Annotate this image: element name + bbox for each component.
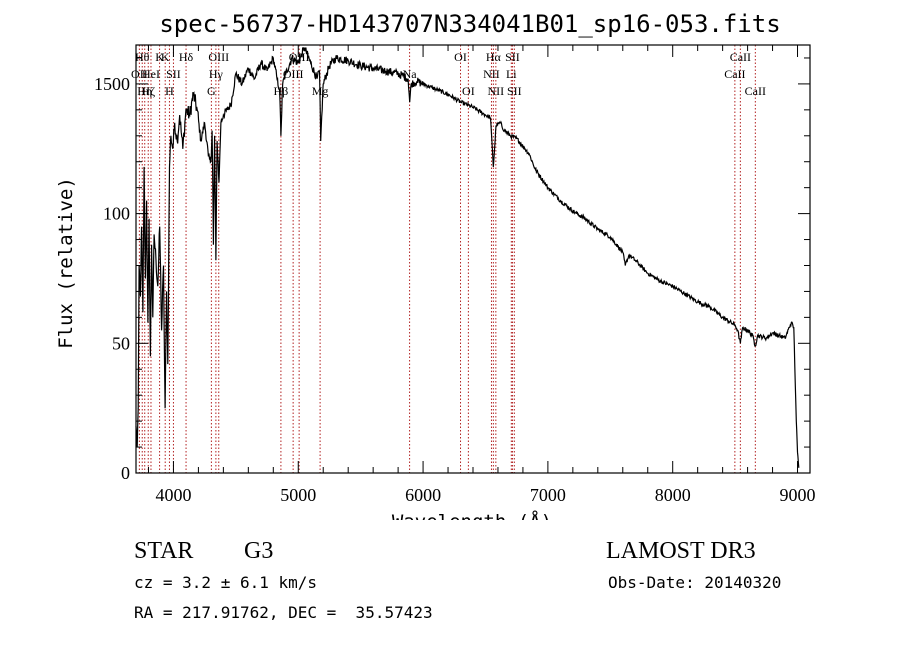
line-label-8: SII	[166, 67, 181, 81]
x-tick-label-4: 8000	[655, 485, 691, 505]
line-label-19: OI	[462, 84, 475, 98]
line-label-27: CaII	[730, 50, 751, 64]
line-label-11: Hγ	[209, 67, 224, 81]
redshift-velocity: cz = 3.2 ± 6.1 km/s	[134, 573, 318, 592]
line-label-10: G	[207, 84, 216, 98]
line-label-2: Hη	[137, 84, 152, 98]
spectrum-line	[135, 47, 800, 468]
line-label-1: Hθ	[135, 50, 150, 64]
line-label-24: SII	[505, 50, 520, 64]
y-axis-label: Flux (relative)	[55, 177, 77, 349]
spectral-line-labels: OIIHθHηHζHeIKKHSIIHδGHγOIIIHβOIIIOIIIMgN…	[131, 50, 766, 98]
x-tick-label-3: 7000	[530, 485, 566, 505]
y-tick-label-1: 50	[112, 333, 130, 353]
line-label-7: H	[165, 84, 174, 98]
object-subclass: G3	[244, 538, 274, 564]
observation-date: Obs-Date: 20140320	[608, 573, 782, 592]
line-label-21: Hα	[486, 50, 502, 64]
line-label-18: OI	[454, 50, 467, 64]
x-tick-label-2: 6000	[405, 485, 441, 505]
line-label-25: SII	[507, 84, 522, 98]
line-label-22: NII	[488, 84, 505, 98]
line-label-3: Hζ	[141, 84, 155, 98]
line-label-5: K	[155, 50, 164, 64]
survey-name: LAMOST DR3	[606, 538, 756, 564]
line-label-9: Hδ	[179, 50, 194, 64]
line-label-20: NII	[483, 67, 500, 81]
x-tick-label-1: 5000	[280, 485, 316, 505]
x-axis-ticks: 4000 5000 6000 7000 8000 9000	[147, 45, 816, 505]
line-label-23: Li	[506, 67, 517, 81]
line-label-4: HeI	[142, 67, 160, 81]
line-label-28: CaII	[745, 84, 766, 98]
y-tick-label-2: 100	[103, 204, 130, 224]
y-tick-label-3: 1500	[94, 74, 130, 94]
x-axis-label: Wavelength (Å)	[392, 510, 552, 520]
line-label-0: OII	[131, 67, 148, 81]
line-label-17: Na	[403, 67, 418, 81]
plot-frame	[135, 44, 811, 474]
spectrum-plot: spec-56737-HD143707N334041B01_sp16-053.f…	[55, 10, 816, 520]
spectral-line-markers	[138, 45, 756, 473]
object-class: STAR	[134, 538, 194, 564]
line-label-13: Hβ	[274, 84, 289, 98]
line-label-6: K	[161, 50, 170, 64]
coordinates: RA = 217.91762, DEC = 35.57423	[134, 603, 433, 622]
line-label-12: OIII	[208, 50, 229, 64]
line-label-26: CaII	[724, 67, 745, 81]
x-tick-label-0: 4000	[155, 485, 191, 505]
y-tick-label-0: 0	[121, 463, 130, 483]
x-tick-label-5: 9000	[780, 485, 816, 505]
y-axis-ticks: 0 50 100 1500	[94, 57, 810, 483]
chart-title: spec-56737-HD143707N334041B01_sp16-053.f…	[159, 10, 780, 38]
